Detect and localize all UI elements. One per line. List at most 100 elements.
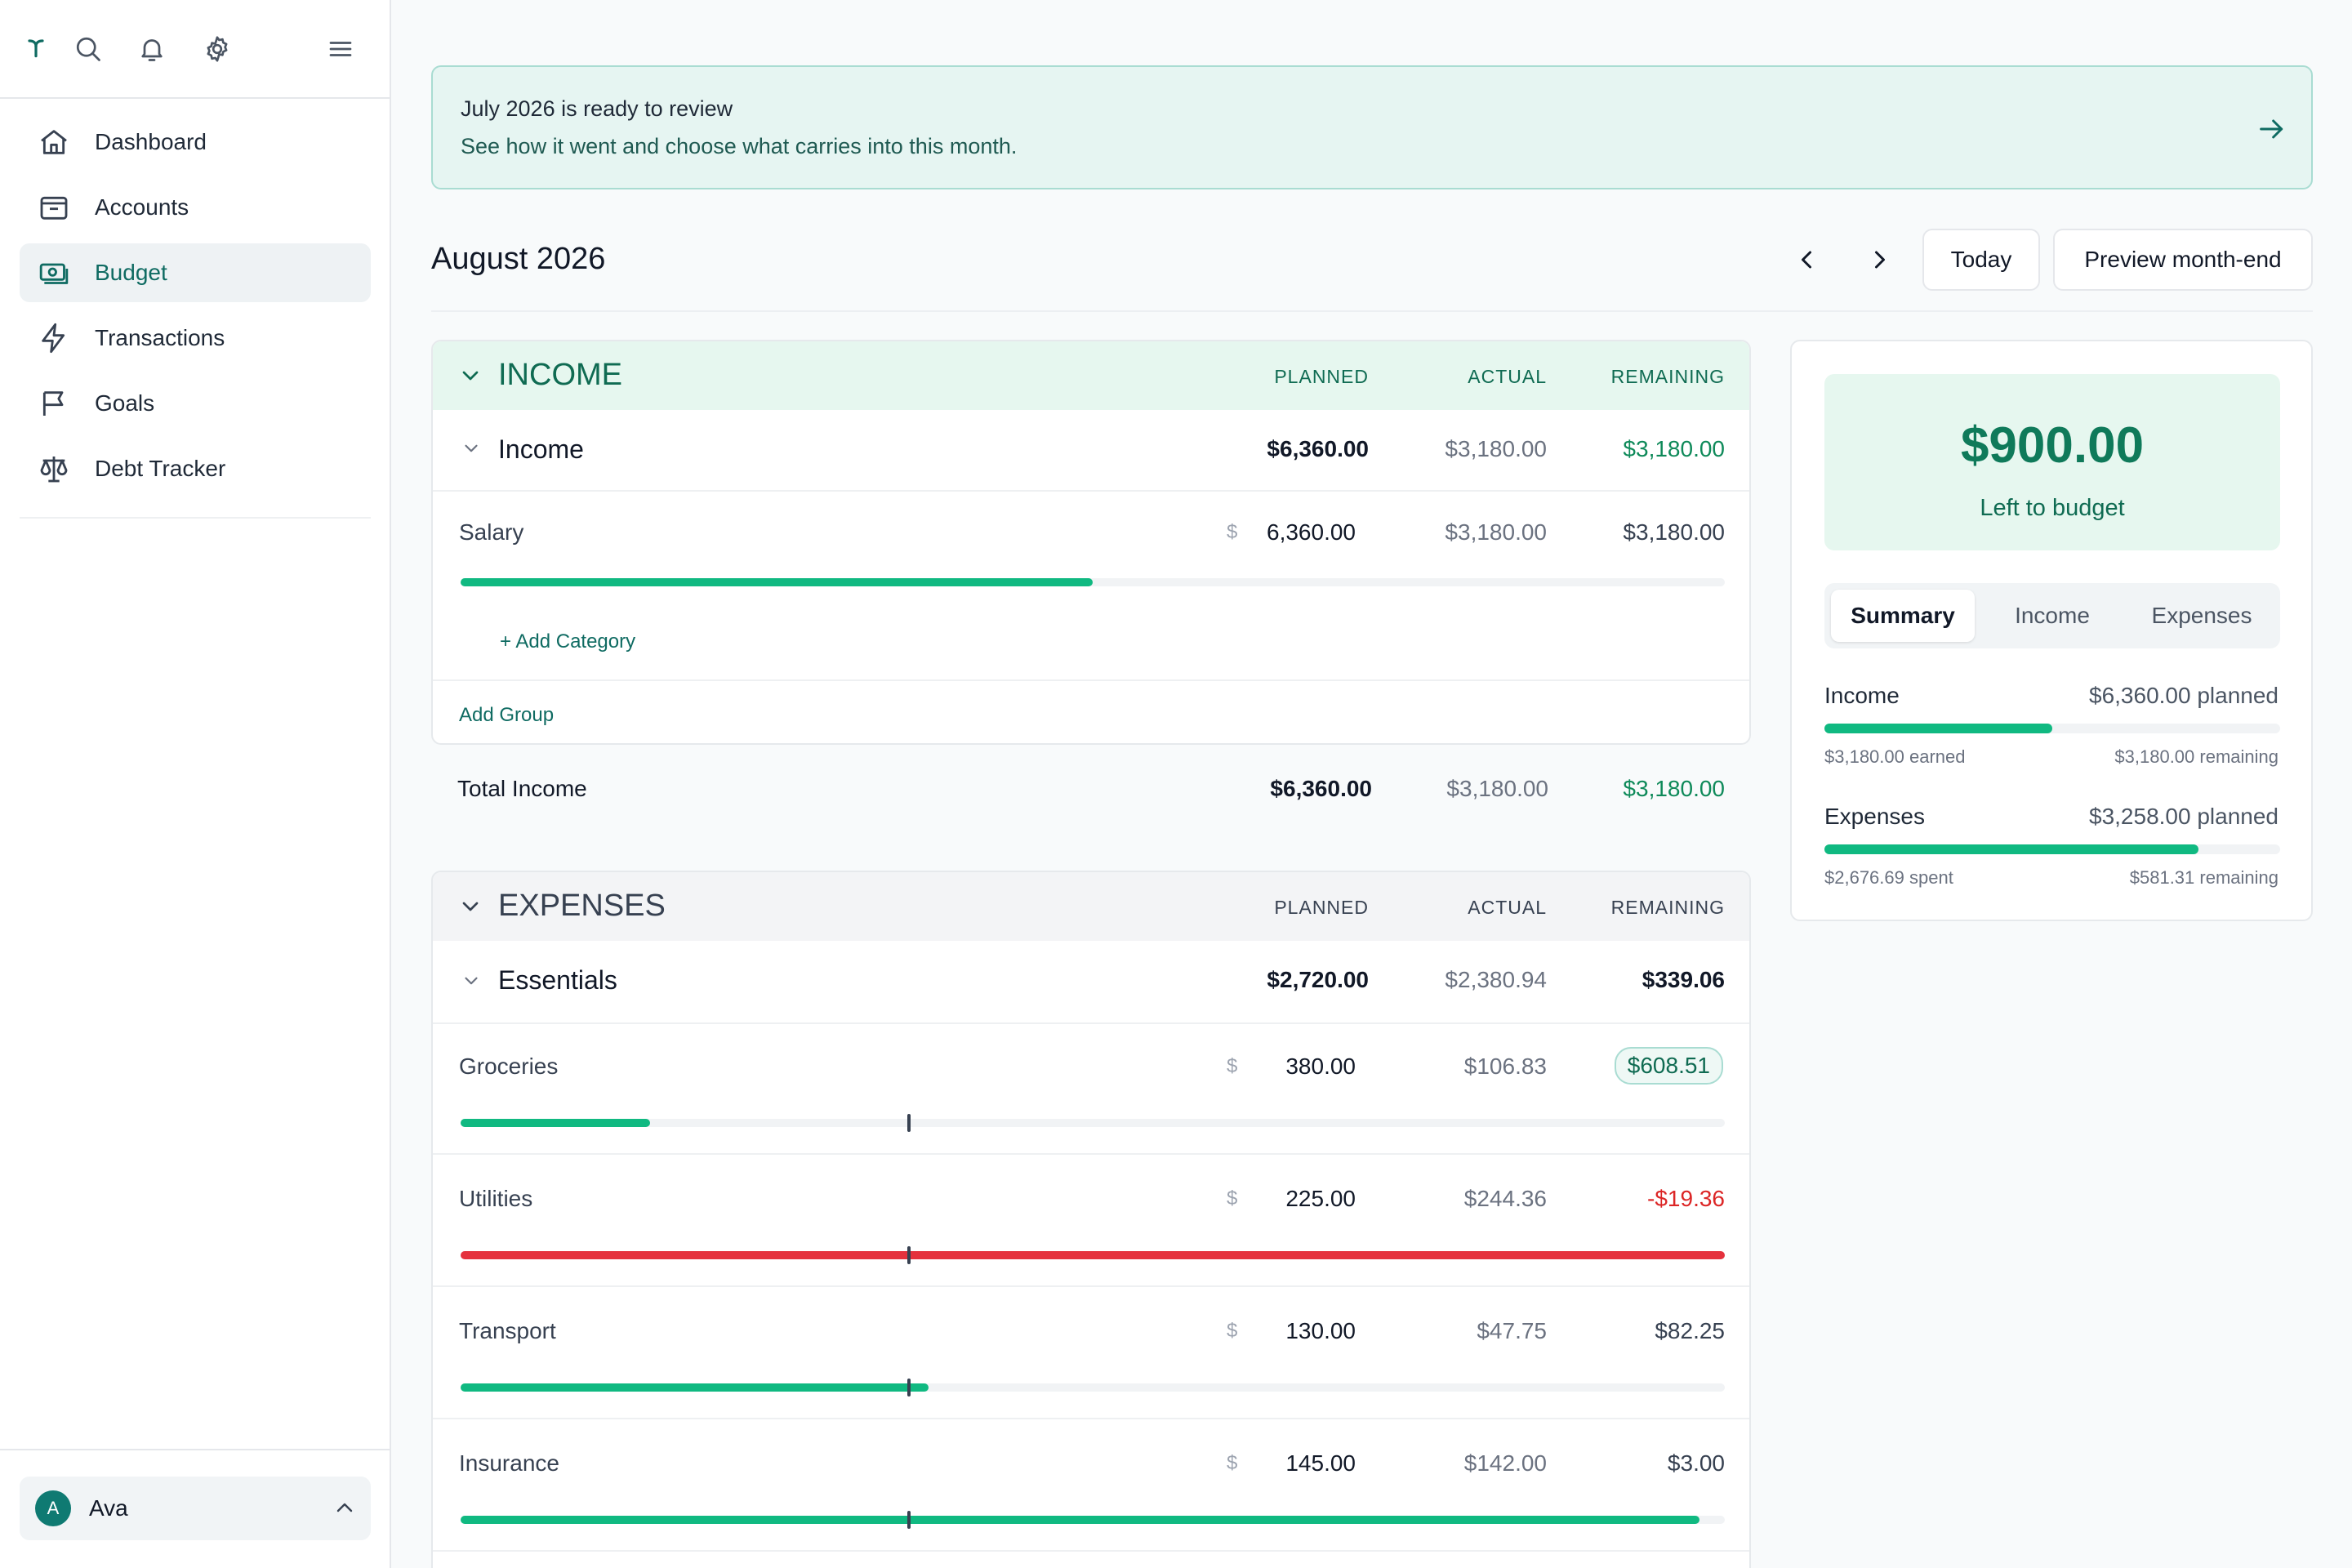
pace-marker [907, 1246, 911, 1264]
banner-title: July 2026 is ready to review [461, 96, 733, 121]
group-name: Income [498, 434, 584, 464]
currency-symbol: $ [1227, 521, 1238, 543]
bell-icon[interactable] [137, 34, 167, 64]
income-section: INCOME PLANNED ACTUAL REMAINING Income $… [431, 340, 1751, 745]
category-remaining: $82.25 [1655, 1318, 1725, 1343]
summary-expenses-remaining: $581.31 remaining [2129, 867, 2278, 888]
sidebar-item-dashboard[interactable]: Dashboard [20, 113, 371, 172]
summary-expenses-spent: $2,676.69 spent [1824, 867, 1953, 888]
progress-track [461, 1251, 1725, 1259]
group-actual: $3,180.00 [1445, 436, 1547, 461]
row-divider [433, 1153, 1749, 1155]
group-actual: $2,380.94 [1445, 967, 1547, 992]
total-actual: $3,180.00 [1446, 776, 1548, 801]
col-actual: ACTUAL [1468, 366, 1547, 387]
avatar: A [35, 1490, 71, 1526]
scale-icon [38, 452, 70, 485]
col-remaining: REMAINING [1610, 897, 1725, 918]
category-planned-input[interactable]: 380.00 [1285, 1054, 1356, 1079]
tab-expenses[interactable]: Expenses [2151, 603, 2252, 628]
sidebar-footer-divider [0, 1449, 390, 1450]
currency-symbol: $ [1227, 1187, 1238, 1209]
summary-income-fill [1824, 724, 2052, 733]
progress-track [461, 1516, 1725, 1524]
summary-income-label: Income [1824, 683, 1900, 708]
sidebar-toolbar [0, 0, 390, 99]
flag-icon [38, 387, 70, 420]
sidebar-item-debt-tracker[interactable]: Debt Tracker [20, 439, 371, 498]
user-menu[interactable]: A Ava [20, 1477, 371, 1540]
total-income-label: Total Income [457, 776, 587, 801]
income-section-title: INCOME [498, 358, 622, 392]
summary-income-earned: $3,180.00 earned [1824, 746, 1966, 767]
pace-marker [907, 1114, 911, 1132]
sidebar-item-goals[interactable]: Goals [20, 374, 371, 433]
chevron-down-icon[interactable] [457, 893, 483, 920]
progress-track [461, 578, 1725, 586]
row-divider [433, 1285, 1749, 1287]
add-group-link[interactable]: Add Group [459, 704, 555, 726]
col-actual: ACTUAL [1468, 897, 1547, 918]
banner-subtitle: See how it went and choose what carries … [461, 134, 1018, 158]
search-icon[interactable] [74, 34, 103, 64]
sidebar-item-label: Goals [95, 390, 155, 416]
pace-marker [907, 1379, 911, 1396]
category-name: Insurance [459, 1450, 559, 1476]
row-divider [433, 490, 1749, 492]
next-month-button[interactable] [1865, 245, 1895, 274]
row-divider [433, 1550, 1749, 1552]
summary-expenses-fill [1824, 844, 2198, 854]
progress-fill [461, 1383, 929, 1392]
sidebar-item-accounts[interactable]: Accounts [20, 178, 371, 237]
summary-tabs: Summary Income Expenses [1824, 583, 2280, 648]
group-remaining: $3,180.00 [1623, 436, 1725, 461]
expenses-section: EXPENSES PLANNED ACTUAL REMAINING Essent… [431, 871, 1751, 1568]
progress-fill [461, 578, 1093, 586]
lightning-icon [38, 322, 70, 354]
menu-icon[interactable] [325, 34, 356, 64]
category-planned-input[interactable]: 6,360.00 [1267, 519, 1356, 545]
currency-symbol: $ [1227, 1452, 1238, 1474]
sidebar-item-transactions[interactable]: Transactions [20, 309, 371, 368]
sidebar-item-label: Accounts [95, 194, 189, 220]
col-planned: PLANNED [1274, 897, 1369, 918]
group-remaining: $339.06 [1642, 967, 1725, 992]
group-planned: $2,720.00 [1267, 967, 1369, 992]
total-remaining: $3,180.00 [1623, 776, 1725, 801]
col-planned: PLANNED [1274, 366, 1369, 387]
tab-summary[interactable]: Summary [1831, 590, 1975, 642]
prev-month-button[interactable] [1792, 245, 1821, 274]
category-planned-input[interactable]: 130.00 [1285, 1318, 1356, 1343]
tab-income[interactable]: Income [2015, 603, 2090, 628]
category-actual: $106.83 [1463, 1054, 1547, 1079]
group-name: Essentials [498, 965, 617, 995]
today-button[interactable]: Today [1922, 229, 2040, 291]
progress-fill [461, 1119, 651, 1127]
arrow-right-icon[interactable] [2256, 113, 2288, 145]
review-banner[interactable]: July 2026 is ready to review See how it … [431, 65, 2313, 189]
category-remaining: $3,180.00 [1623, 519, 1725, 545]
user-name: Ava [89, 1495, 128, 1521]
col-remaining: REMAINING [1610, 366, 1725, 387]
sidebar-item-budget[interactable]: Budget [20, 243, 371, 302]
category-planned-input[interactable]: 145.00 [1285, 1450, 1356, 1476]
chevron-down-icon[interactable] [461, 438, 482, 459]
expenses-section-title: EXPENSES [498, 889, 666, 923]
home-icon [38, 126, 70, 158]
category-planned-input[interactable]: 225.00 [1285, 1186, 1356, 1211]
chevron-down-icon[interactable] [457, 363, 483, 389]
preview-month-end-button[interactable]: Preview month-end [2053, 229, 2313, 291]
income-section-header[interactable]: INCOME PLANNED ACTUAL REMAINING [433, 341, 1749, 410]
category-name: Salary [459, 519, 524, 545]
gear-icon[interactable] [203, 34, 232, 64]
category-name: Utilities [459, 1186, 533, 1211]
chevron-up-icon[interactable] [332, 1494, 358, 1521]
sidebar-item-label: Debt Tracker [95, 456, 226, 481]
logo-sprout-icon[interactable] [23, 34, 49, 60]
category-actual: $142.00 [1463, 1450, 1547, 1476]
header-divider [431, 310, 2313, 312]
expenses-section-header[interactable]: EXPENSES PLANNED ACTUAL REMAINING [433, 872, 1749, 941]
chevron-down-icon[interactable] [461, 970, 482, 991]
add-category-link[interactable]: + Add Category [500, 630, 636, 653]
progress-fill [461, 1251, 1725, 1259]
